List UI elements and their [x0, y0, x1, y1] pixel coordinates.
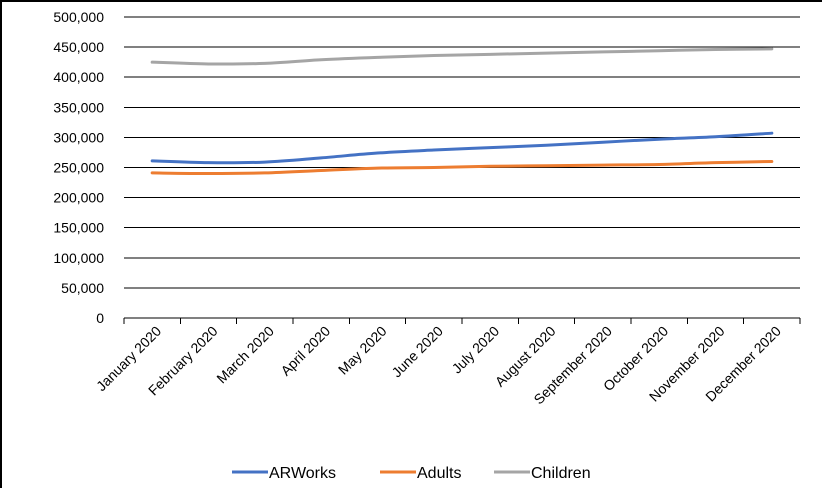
y-tick-label: 100,000 [53, 250, 104, 266]
legend: ARWorks Adults Children [232, 465, 591, 482]
y-tick-label: 400,000 [53, 69, 104, 85]
data-point-children [770, 47, 773, 50]
data-point-adults [658, 163, 661, 166]
x-tick-label: June 2020 [388, 323, 446, 381]
legend-item-arworks: ARWorks [232, 465, 336, 482]
data-point-children [489, 53, 492, 56]
x-tick-label: March 2020 [213, 323, 277, 387]
series-adults [150, 159, 774, 176]
data-point-children [601, 50, 604, 53]
y-tick-label: 450,000 [53, 39, 104, 55]
data-point-arworks [376, 152, 379, 155]
data-point-adults [714, 161, 717, 164]
series-children [150, 47, 774, 66]
data-point-adults [151, 171, 154, 174]
y-tick-label: 50,000 [61, 280, 104, 296]
legend-item-adults: Adults [380, 465, 461, 482]
data-point-arworks [714, 135, 717, 138]
data-point-adults [545, 164, 548, 167]
series-arworks [150, 131, 774, 165]
data-point-adults [207, 172, 210, 175]
data-point-adults [601, 164, 604, 167]
x-tick-label: July 2020 [449, 323, 503, 377]
data-point-adults [432, 166, 435, 169]
series-line-adults [150, 159, 774, 176]
y-axis: 0 50,000 100,000 150,000 200,000 250,000 300,0… [53, 9, 104, 326]
y-tick-label: 150,000 [53, 220, 104, 236]
series-line-arworks [150, 131, 774, 165]
legend-label-arworks: ARWorks [269, 465, 336, 482]
y-tick-label: 200,000 [53, 190, 104, 206]
data-point-children [207, 62, 210, 65]
data-point-arworks [432, 149, 435, 152]
x-tick-label: April 2020 [277, 323, 333, 379]
data-point-arworks [151, 159, 154, 162]
y-tick-label: 350,000 [53, 99, 104, 115]
data-point-arworks [545, 144, 548, 147]
legend-label-children: Children [531, 465, 591, 482]
data-point-children [714, 48, 717, 51]
data-point-children [545, 52, 548, 55]
data-point-children [263, 62, 266, 65]
data-point-arworks [770, 132, 773, 135]
data-point-adults [320, 169, 323, 172]
data-point-arworks [320, 156, 323, 159]
data-point-arworks [658, 138, 661, 141]
data-point-adults [376, 167, 379, 170]
y-tick-label: 300,000 [53, 129, 104, 145]
series-line-children [150, 47, 774, 66]
data-point-children [658, 49, 661, 52]
y-tick-label: 250,000 [53, 160, 104, 176]
legend-label-adults: Adults [417, 465, 461, 482]
data-point-arworks [207, 161, 210, 164]
y-tick-label: 500,000 [53, 9, 104, 25]
data-point-children [320, 58, 323, 61]
data-point-arworks [263, 161, 266, 164]
data-point-children [432, 54, 435, 57]
legend-item-children: Children [494, 465, 591, 482]
data-point-arworks [489, 146, 492, 149]
x-tick-label: May 2020 [335, 323, 390, 378]
y-tick-label: 0 [96, 310, 104, 326]
data-point-children [376, 56, 379, 59]
data-point-arworks [601, 141, 604, 144]
series-lines [150, 47, 774, 176]
data-point-adults [263, 171, 266, 174]
data-point-children [151, 61, 154, 64]
gridlines [124, 16, 800, 289]
data-point-adults [770, 160, 773, 163]
data-point-adults [489, 165, 492, 168]
